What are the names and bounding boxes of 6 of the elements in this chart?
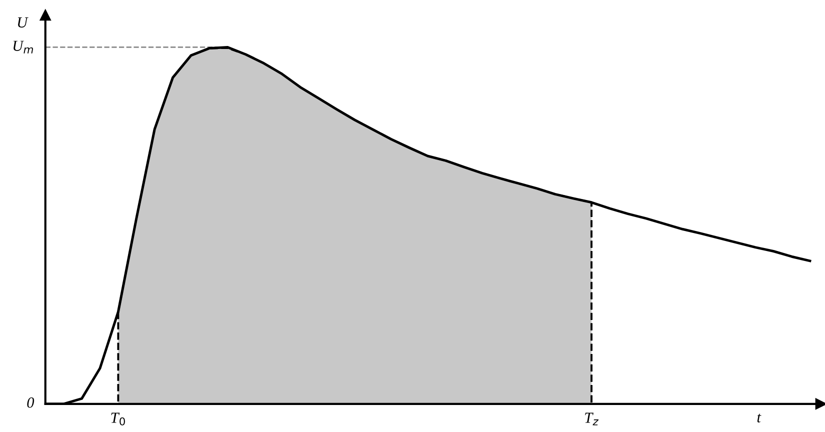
x-axis-title: t — [757, 414, 762, 422]
y-axis-title: U — [18, 17, 28, 28]
text: U$_{m}$ — [14, 40, 33, 54]
text: 0 — [27, 397, 34, 408]
x-tick-label: T$_{0}$ — [111, 412, 125, 426]
x-tick-label: T$_{z}$ — [585, 412, 599, 426]
